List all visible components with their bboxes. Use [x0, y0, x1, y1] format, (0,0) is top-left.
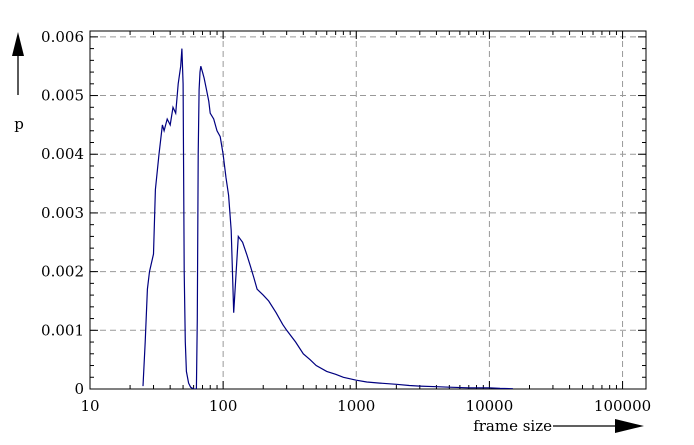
y-tick-label: 0.006: [41, 28, 84, 46]
y-axis-label: p: [14, 115, 24, 133]
x-tick-label: 10: [80, 397, 99, 415]
x-tick-label: 1000: [337, 397, 375, 415]
y-tick-label: 0: [74, 380, 84, 398]
x-tick-label: 100000: [594, 397, 651, 415]
series-line: [142, 48, 513, 389]
y-tick-label: 0.003: [41, 204, 84, 222]
y-axis-arrow: [12, 32, 24, 95]
grid-lines: [90, 31, 646, 389]
x-axis-label: frame size: [473, 417, 552, 435]
x-axis-arrow: [553, 419, 644, 433]
axis-ticks: [89, 31, 646, 390]
y-tick-labels: 0 0.001 0.002 0.003 0.004 0.005 0.006: [41, 28, 84, 398]
y-tick-label: 0.002: [41, 263, 84, 281]
y-tick-label: 0.005: [41, 87, 84, 105]
y-tick-label: 0.004: [41, 145, 84, 163]
plot-frame: [89, 30, 647, 390]
y-tick-label: 0.001: [41, 321, 84, 339]
x-tick-label: 10000: [466, 397, 514, 415]
x-tick-labels: 10 100 1000 10000 100000: [80, 397, 651, 415]
x-tick-label: 100: [209, 397, 238, 415]
